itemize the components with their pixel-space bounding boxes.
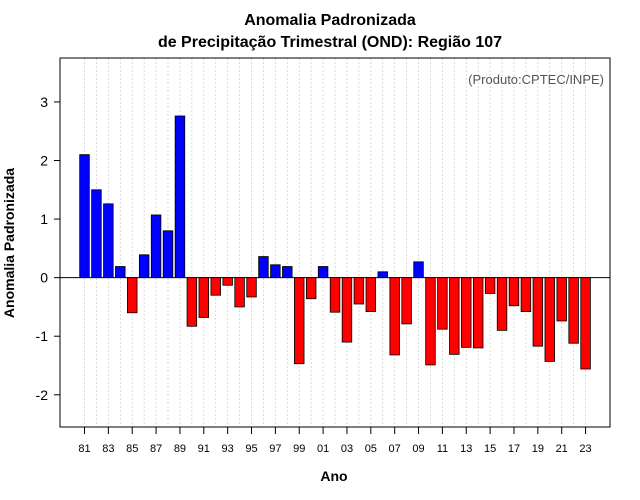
x-tick-label: 21	[556, 443, 568, 455]
bar-87	[150, 214, 162, 279]
x-tick-label: 95	[245, 443, 257, 455]
bars	[79, 115, 591, 370]
bar-04	[353, 277, 365, 305]
y-tick-label: 3	[40, 94, 48, 110]
bar-13	[461, 277, 472, 348]
bar-03	[341, 277, 353, 343]
bar-20	[544, 277, 555, 362]
y-tick-label: 2	[40, 153, 48, 169]
plot-area	[59, 57, 611, 428]
bar-19	[532, 277, 544, 347]
x-tick-label: 91	[198, 443, 210, 455]
x-tick-label: 19	[532, 443, 544, 455]
bar-97	[270, 264, 281, 279]
chart-title-line1: Anomalia Padronizada	[244, 12, 416, 29]
x-tick-label: 03	[341, 443, 353, 455]
bar-18	[520, 277, 532, 313]
credit-text: (Produto:CPTEC/INPE)	[468, 72, 604, 87]
x-tick-label: 17	[508, 443, 520, 455]
bar-17	[508, 277, 520, 307]
bar-95	[246, 277, 257, 298]
bar-06	[377, 271, 388, 279]
bar-84	[115, 266, 126, 279]
x-tick-label: 15	[484, 443, 496, 455]
x-tick-label: 23	[579, 443, 591, 455]
bar-11	[437, 277, 448, 330]
x-axis-title: Ano	[320, 468, 347, 484]
bar-23	[580, 277, 591, 370]
bar-89	[174, 115, 186, 279]
x-tick-label: 97	[269, 443, 281, 455]
bar-92	[210, 277, 221, 296]
x-tick-label: 11	[437, 443, 448, 455]
x-tick-label: 93	[222, 443, 234, 455]
x-tick-label: 89	[174, 443, 186, 455]
bar-22	[568, 277, 579, 344]
x-tick-label: 01	[317, 443, 329, 455]
bar-15	[484, 277, 496, 294]
bar-07	[389, 277, 400, 356]
bar-94	[234, 277, 245, 308]
bar-93	[222, 277, 233, 286]
x-tick-label: 87	[150, 443, 162, 455]
bar-98	[282, 266, 293, 279]
bar-12	[449, 277, 460, 355]
bar-00	[305, 277, 317, 300]
bar-88	[162, 230, 174, 279]
bar-16	[496, 277, 508, 331]
bar-83	[103, 203, 114, 279]
bar-14	[472, 277, 484, 349]
bar-81	[79, 154, 90, 279]
x-tick-label: 99	[293, 443, 305, 455]
y-axis: -2 -1 0 1 2 3	[36, 94, 60, 403]
x-tick-label: 81	[78, 443, 90, 455]
bar-99	[294, 277, 305, 365]
bar-82	[91, 189, 102, 279]
bar-21	[556, 277, 567, 322]
y-axis-title: Anomalia Padronizada	[1, 168, 17, 318]
x-tick-label: 07	[389, 443, 401, 455]
bar-90	[186, 277, 198, 327]
chart-title-line2: de Precipitação Trimestral (OND): Região…	[158, 34, 502, 51]
y-tick-label: -1	[36, 328, 49, 344]
bar-91	[198, 277, 210, 318]
bar-09	[413, 261, 424, 279]
bar-10	[425, 277, 436, 366]
bar-85	[127, 277, 138, 314]
bar-02	[329, 277, 341, 313]
bar-86	[138, 254, 150, 279]
bar-01	[317, 266, 329, 279]
x-tick-label: 09	[412, 443, 424, 455]
bar-08	[401, 277, 412, 325]
x-tick-label: 13	[460, 443, 472, 455]
bar-05	[365, 277, 377, 313]
y-tick-label: 0	[40, 270, 48, 286]
x-tick-label: 05	[365, 443, 377, 455]
y-tick-label: -2	[36, 387, 49, 403]
x-axis: 81 83 85 87 89 91 93 95 97 99 01 03 05 07 09 11 13 15 17 19…	[78, 427, 592, 455]
y-tick-label: 1	[40, 211, 48, 227]
x-tick-label: 85	[126, 443, 138, 455]
x-tick-label: 83	[102, 443, 114, 455]
bar-96	[258, 256, 269, 279]
